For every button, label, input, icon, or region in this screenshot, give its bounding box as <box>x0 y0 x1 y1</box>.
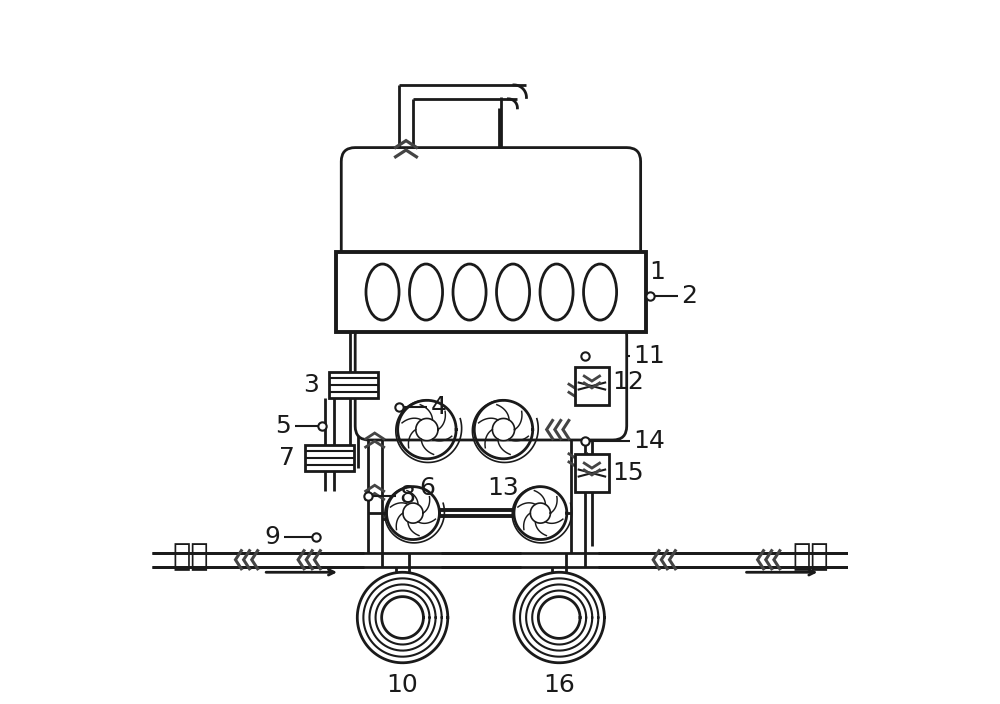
Bar <box>305 445 354 471</box>
Text: 16: 16 <box>543 673 575 697</box>
Ellipse shape <box>497 264 530 320</box>
Text: 1: 1 <box>650 260 666 284</box>
Polygon shape <box>492 418 515 441</box>
FancyBboxPatch shape <box>355 322 627 440</box>
Polygon shape <box>403 503 423 523</box>
Ellipse shape <box>409 264 443 320</box>
Text: 9: 9 <box>265 525 281 549</box>
Ellipse shape <box>453 264 486 320</box>
Text: 15: 15 <box>612 461 644 485</box>
Text: 5: 5 <box>275 414 291 438</box>
Text: 12: 12 <box>612 370 644 394</box>
Text: 7: 7 <box>279 446 295 470</box>
Bar <box>329 372 378 398</box>
Ellipse shape <box>584 264 617 320</box>
Text: 排气: 排气 <box>792 542 829 571</box>
Text: 11: 11 <box>634 344 665 368</box>
Text: 13: 13 <box>488 476 519 501</box>
Ellipse shape <box>540 264 573 320</box>
Text: 4: 4 <box>430 395 446 420</box>
Bar <box>336 252 646 332</box>
Bar <box>575 367 609 406</box>
Text: 进气: 进气 <box>173 542 209 571</box>
Polygon shape <box>416 418 438 441</box>
Text: 10: 10 <box>387 673 418 697</box>
Text: 3: 3 <box>303 373 319 397</box>
FancyBboxPatch shape <box>341 148 641 280</box>
Text: 6: 6 <box>419 476 435 501</box>
Text: 14: 14 <box>634 429 666 453</box>
Polygon shape <box>530 503 550 523</box>
Bar <box>575 454 609 492</box>
Text: 2: 2 <box>681 284 697 308</box>
Text: 8: 8 <box>399 484 415 508</box>
Ellipse shape <box>366 264 399 320</box>
